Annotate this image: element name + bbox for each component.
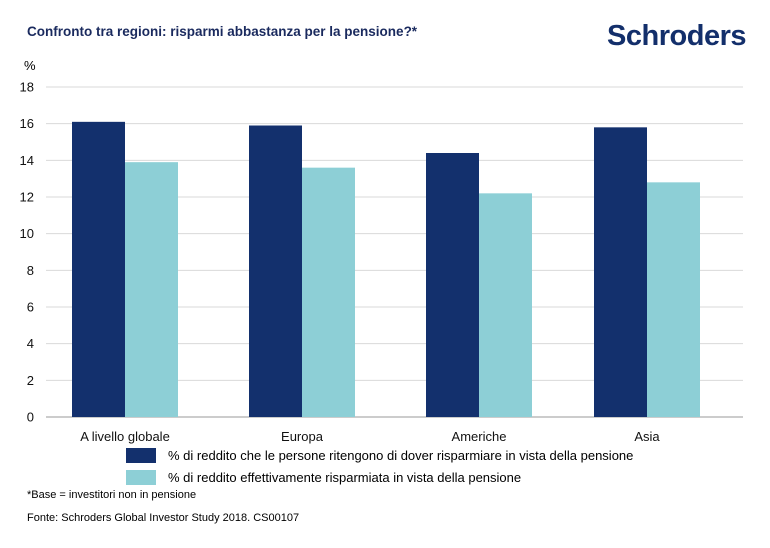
y-axis-ticks: 0 2 4 6 8 10 12 14 16 18	[20, 80, 34, 425]
legend-label-series-1: % di reddito che le persone ritengono di…	[168, 447, 634, 463]
bar-1-2	[426, 153, 479, 417]
y-tick-label-18: 18	[20, 80, 34, 95]
legend-item-series-2: % di reddito effettivamente risparmiata …	[126, 466, 633, 488]
bar-2-0	[125, 162, 178, 417]
footnote-source: Fonte: Schroders Global Investor Study 2…	[27, 512, 300, 524]
bar-1-1	[249, 125, 302, 417]
x-category-label-1: Europa	[281, 429, 324, 444]
bar-2-1	[302, 167, 355, 417]
legend: % di reddito che le persone ritengono di…	[126, 444, 633, 488]
y-tick-label-2: 2	[27, 373, 34, 388]
chart-title: Confronto tra regioni: risparmi abbastan…	[27, 24, 418, 39]
y-tick-label-16: 16	[20, 116, 34, 131]
schroders-logo: Schroders	[607, 20, 746, 52]
y-tick-label-6: 6	[27, 300, 34, 315]
y-tick-label-4: 4	[27, 336, 34, 351]
y-tick-label-10: 10	[20, 226, 34, 241]
bar-2-3	[647, 182, 700, 417]
y-tick-label-0: 0	[27, 410, 34, 425]
y-tick-label-12: 12	[20, 190, 34, 205]
legend-label-series-2: % di reddito effettivamente risparmiata …	[168, 469, 522, 485]
y-tick-label-8: 8	[27, 263, 34, 278]
bar-2-2	[479, 193, 532, 417]
footnote-base: *Base = investitori non in pensione	[27, 489, 197, 501]
x-axis-category-labels: A livello globale Europa Americhe Asia	[80, 429, 660, 444]
y-tick-label-14: 14	[20, 153, 34, 168]
x-category-label-3: Asia	[634, 429, 660, 444]
bar-1-3	[594, 127, 647, 417]
bars	[72, 121, 700, 417]
y-axis-unit-label: %	[24, 58, 36, 73]
x-category-label-2: Americhe	[452, 429, 507, 444]
legend-swatch-series-1	[126, 447, 156, 463]
bar-1-0	[72, 121, 125, 417]
legend-swatch-series-2	[126, 469, 156, 485]
x-category-label-0: A livello globale	[80, 429, 170, 444]
legend-item-series-1: % di reddito che le persone ritengono di…	[126, 444, 633, 466]
